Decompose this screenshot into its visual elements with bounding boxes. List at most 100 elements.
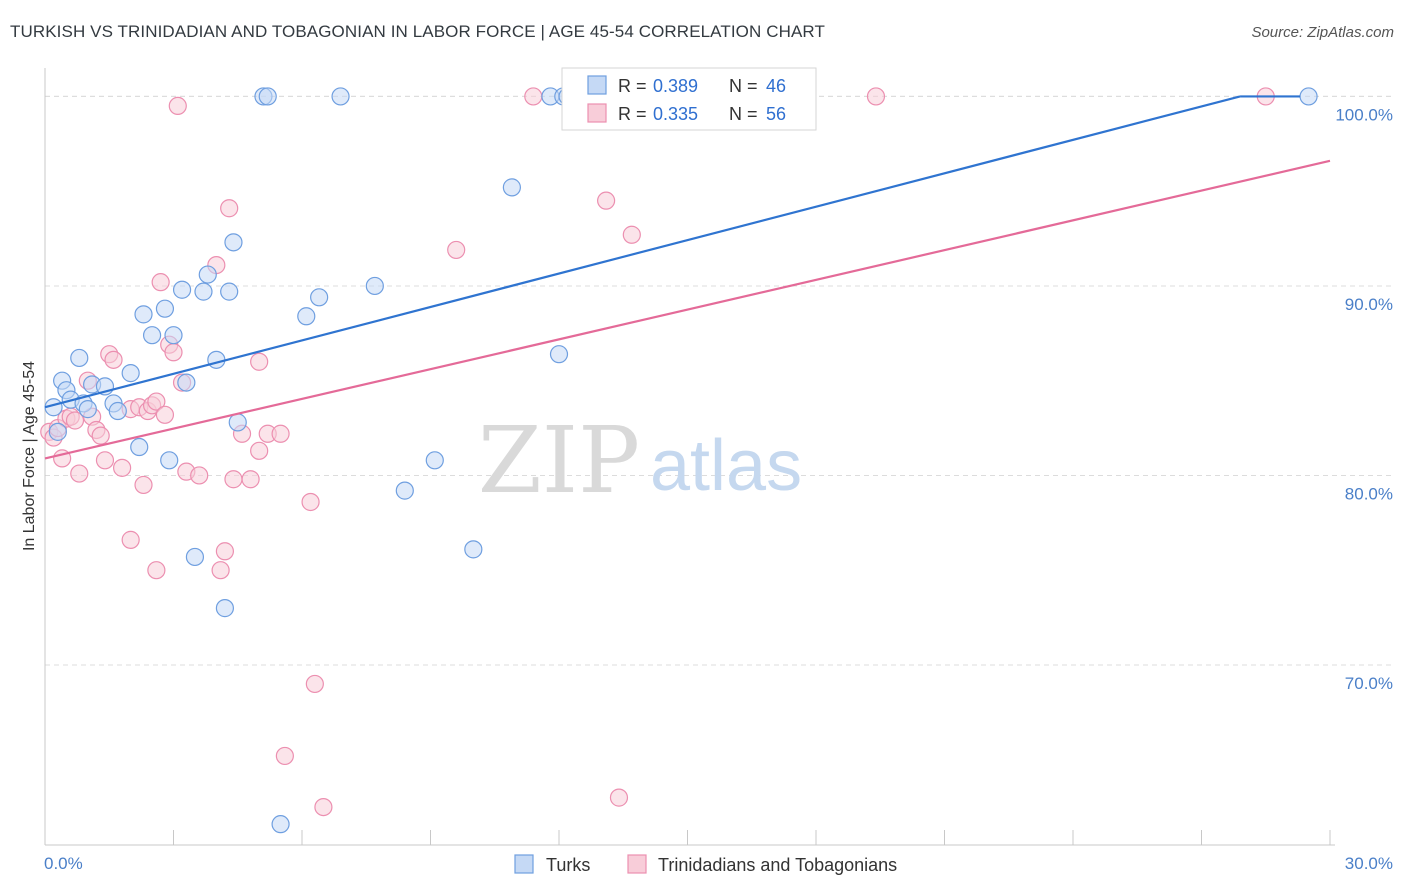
legend-box: R = 0.389 N = 46 R = 0.335 N = 56 [561,67,817,131]
trinidadian-point [314,797,333,817]
turkish-point [331,87,350,106]
legend-swatch-turks [587,75,607,95]
turkish-point [185,547,205,567]
grid-lines [45,95,1392,666]
trinidadian-point [70,464,89,483]
turkish-point [224,233,243,252]
turkish-point [365,276,384,296]
turkish-point [177,373,196,392]
trinidadian-point [224,470,243,489]
trinidadian-trend-line [44,159,1331,460]
turkish-point [220,282,239,301]
turkish-point [130,437,149,457]
turkish-point [70,348,89,368]
legend-r-label-trin: R = [618,104,647,124]
trinidadian-point [95,451,115,470]
trinidadian-point [250,352,269,371]
trinidadian-point [104,350,123,369]
turkish-point [271,815,290,834]
bottom-legend: Turks Trinidadians and Tobagonians [514,854,897,875]
trinidadian-point [91,426,110,445]
trinidadian-point [271,424,290,443]
trinidadian-point [151,273,170,292]
turkish-point [198,265,217,284]
watermark-zip: ZIP [478,407,640,514]
bottom-legend-swatch-trin [627,854,647,874]
trinidadian-point [524,87,543,106]
chart-title: TURKISH VS TRINIDADIAN AND TOBAGONIAN IN… [10,22,825,41]
legend-swatch-trin [587,103,607,123]
trinidadian-point [65,411,85,430]
trinidadian-point [305,674,324,694]
turkish-points [44,87,1318,834]
watermark: ZIP atlas [478,407,802,514]
trinidadian-point [121,530,140,549]
turkish-point [164,326,183,345]
turkish-point [48,422,67,441]
legend-n-label-turks: N = [729,76,758,96]
turkish-point [297,307,316,326]
bottom-legend-label-turks: Turks [546,855,590,875]
trinidadian-point [155,405,175,424]
turkish-point [215,599,234,618]
turkish-point [155,299,175,318]
turkish-trend-line [44,95,1241,409]
bottom-legend-label-trin: Trinidadians and Tobagonians [658,855,897,875]
trinidadian-point [609,788,629,807]
trinidadian-point [147,561,166,580]
trinidadian-point [164,343,183,362]
trinidadian-point [147,392,166,411]
trinidadian-point [250,441,269,460]
trinidadian-point [866,87,886,106]
watermark-atlas: atlas [650,426,802,506]
turkish-point [108,401,127,421]
trinidadian-point [597,191,616,210]
trinidadian-point [622,225,641,244]
y-axis-tick-labels: 70.0% 80.0% 90.0% 100.0% [1335,105,1393,693]
trinidadian-point [220,199,239,218]
turkish-point [549,345,569,364]
y-tick-label: 90.0% [1345,295,1393,314]
y-tick-label: 70.0% [1345,674,1393,693]
legend-r-value-trin: 0.335 [653,104,698,124]
legend-r-value-turks: 0.389 [653,76,698,96]
trinidadian-point [301,492,320,512]
y-axis-label: In Labor Force | Age 45-54 [21,361,38,551]
turkish-point [194,282,213,301]
trinidadian-point [215,542,234,561]
y-tick-label: 100.0% [1335,105,1393,124]
turkish-point [395,481,414,500]
trinidadian-point [190,466,209,485]
x-axis-ticks [44,830,1331,845]
turkish-point [142,326,162,345]
turkish-point [425,451,444,470]
trinidadian-point [241,470,260,489]
legend-n-value-turks: 46 [766,76,786,96]
turkish-point [78,400,97,419]
turkish-point [172,280,192,299]
x-tick-label-min: 0.0% [44,854,83,873]
trinidadian-point [134,475,153,495]
trinidadian-point [211,561,230,580]
turkish-point [228,413,247,432]
y-tick-label: 80.0% [1345,484,1393,503]
legend-r-label-turks: R = [618,76,647,96]
turkish-point [160,451,179,470]
trinidadian-point [275,746,294,766]
turkish-point [134,305,153,324]
turkish-point [121,364,140,383]
bottom-legend-swatch-turks [514,854,534,874]
legend-n-label-trin: N = [729,104,758,124]
x-tick-label-max: 30.0% [1345,854,1393,873]
turkish-point [207,350,226,369]
source-credit: Source: ZipAtlas.com [1251,24,1394,41]
trinidadian-point [168,96,187,116]
turkish-point [258,87,277,106]
trinidadian-point [112,458,132,477]
trinidadian-point [447,240,466,260]
turkish-point [310,288,329,307]
turkish-point [502,178,521,197]
turkish-point [1299,87,1318,106]
legend-n-value-trin: 56 [766,104,786,124]
